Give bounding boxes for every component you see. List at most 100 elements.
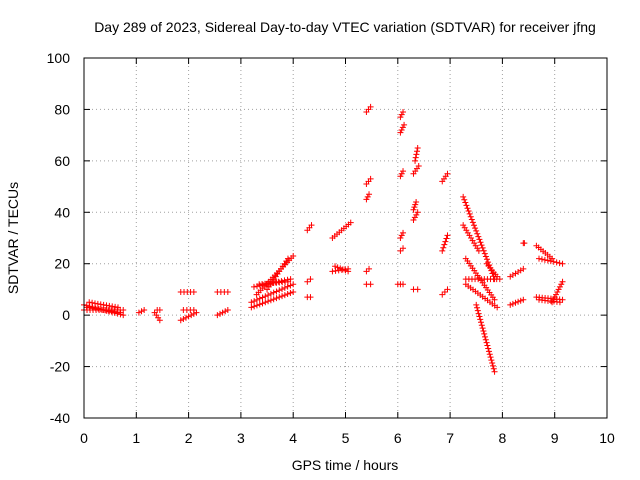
data-point [251,298,258,305]
data-point [482,336,489,343]
y-tick-label: 60 [54,153,70,169]
data-point [515,268,522,275]
data-point [106,302,113,309]
data-point [270,289,277,296]
data-point [494,304,501,311]
data-point [541,256,548,263]
data-point [553,259,560,266]
data-point [366,265,373,272]
data-point [556,299,563,306]
y-tick-label: 80 [54,101,70,117]
data-point [473,227,480,234]
data-point [414,148,421,155]
data-point [345,268,352,275]
x-tick-label: 1 [132,430,140,446]
data-point [190,289,197,295]
data-point [284,278,291,285]
data-point [216,310,223,317]
data-point [481,330,488,337]
data-point [400,229,407,236]
data-point [559,296,566,303]
data-point [250,283,257,290]
data-point [414,286,421,293]
data-point [439,247,446,254]
data-point [332,267,339,274]
data-point [478,319,485,326]
data-point [489,359,496,366]
data-point [507,301,514,308]
data-point [114,304,121,311]
grid-lines [84,58,607,418]
data-point [156,307,163,313]
data-point [460,193,467,200]
data-point [412,201,419,208]
x-tick-label: 10 [599,430,615,446]
data-point [554,289,561,295]
data-point [412,154,419,161]
data-point [480,328,487,335]
data-point [414,145,421,151]
data-point [276,294,283,301]
data-point [120,307,127,313]
data-point [182,314,189,321]
y-tick-label: 40 [54,204,70,220]
data-point [549,255,556,262]
data-point [367,175,374,182]
data-point [444,286,451,293]
data-point [475,310,482,317]
data-point [478,322,485,329]
data-point [284,255,291,262]
data-point [103,302,110,309]
y-axis-label: SDTVAR / TECUs [5,182,21,294]
data-point [248,304,255,311]
data-point [483,339,490,346]
data-point [342,267,349,274]
y-tick-label: 0 [62,307,70,323]
data-point [559,260,566,267]
x-tick-label: 7 [446,430,454,446]
data-point [180,316,187,322]
data-point [462,199,469,206]
x-tick-label: 3 [237,430,245,446]
data-point [444,232,451,239]
data-point [517,297,524,304]
data-point [290,281,297,288]
data-point [494,273,501,280]
data-point [366,191,373,198]
data-point [474,230,481,237]
data-point [363,196,370,203]
data-point [477,316,484,323]
data-point [117,309,124,316]
data-point [307,276,314,283]
data-point [256,301,263,308]
series-arc-b [177,289,231,324]
data-point [466,210,473,217]
data-point [214,312,221,319]
data-point [512,299,519,306]
data-point [482,253,489,260]
data-point [141,307,148,313]
data-point [287,282,294,289]
data-point [400,168,407,175]
data-point [551,294,558,301]
x-tick-label: 8 [499,430,507,446]
x-tick-label: 2 [185,430,193,446]
data-point [465,208,472,215]
data-point [491,368,498,375]
data-point [515,298,522,305]
data-point [332,263,339,270]
data-point [441,289,448,295]
data-point [190,307,197,313]
data-point [464,205,471,212]
data-point [279,293,286,300]
data-point [253,296,260,303]
data-point [224,289,231,295]
data-point [547,258,554,265]
data-point [112,303,119,310]
data-point [367,281,374,288]
data-point [479,325,486,332]
data-point [491,296,498,303]
data-point [550,258,557,265]
data-point [265,298,272,305]
